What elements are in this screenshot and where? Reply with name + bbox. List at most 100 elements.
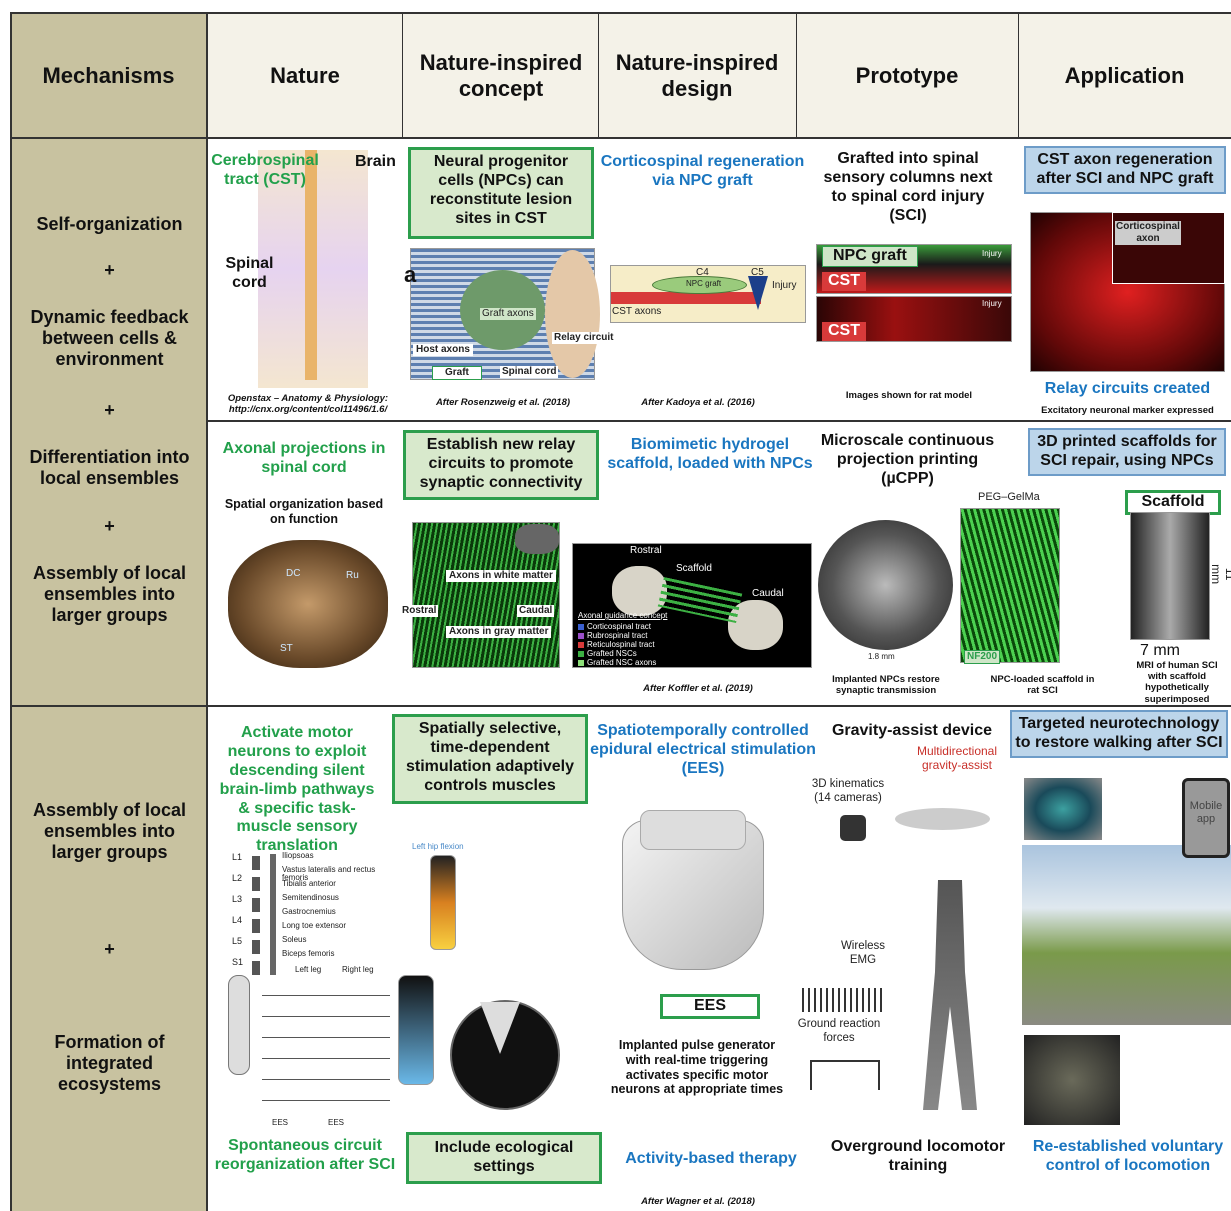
application-subtitle: Relay circuits created <box>1044 380 1211 397</box>
label: Rostral <box>630 545 662 556</box>
printed-scaffold <box>818 520 953 650</box>
level-bar <box>252 961 260 975</box>
application-box: 3D printed scaffolds for SCI repair, usi… <box>1028 428 1226 476</box>
label: Wireless EMG <box>840 940 886 966</box>
level-bar <box>252 898 260 912</box>
row-line <box>10 137 1231 139</box>
label: Caudal <box>517 605 555 617</box>
prototype-title: Gravity-assist device <box>831 722 993 739</box>
label: C4 <box>696 267 709 278</box>
design-title: Biomimetic hydrogel scaffold, loaded wit… <box>607 436 813 472</box>
mechanism: Dynamic feedback between cells & environ… <box>30 307 189 370</box>
nature-title: Cerebrospinal tract (CST) <box>211 152 319 188</box>
mechanism-column-bg <box>10 12 207 1211</box>
col-line <box>796 12 797 138</box>
muscle-label: Vastus lateralis and rectus femoris <box>282 865 376 882</box>
label: Left hip flexion <box>412 842 464 851</box>
label: Scaffold <box>676 563 712 574</box>
application-box: Targeted neurotechnology to restore walk… <box>1010 710 1228 758</box>
muscle-label: Iliopsoas <box>282 851 314 860</box>
label: Ru <box>346 570 359 581</box>
npc-ellipse <box>652 276 747 294</box>
column-header: Application <box>1064 63 1185 89</box>
plus: + <box>104 400 115 420</box>
label: Rostral <box>400 605 439 617</box>
muscle-label: Tibialis anterior <box>282 879 336 888</box>
label: NF200 <box>964 650 1001 664</box>
label: Injury <box>982 299 1002 308</box>
muscle-label: Biceps femoris <box>282 949 335 958</box>
gravity-platform <box>895 808 990 830</box>
label: Multidirectional gravity-assist <box>916 744 998 773</box>
label: Injury <box>982 249 1002 258</box>
device-photo <box>1024 1035 1120 1125</box>
muscle-label: Gastrocnemius <box>282 907 336 916</box>
label: Corticospinal axon <box>1115 221 1181 245</box>
label: Relay circuit <box>552 332 616 344</box>
label: Spinal cord <box>225 255 274 291</box>
legend-swatch <box>578 651 584 657</box>
watch-photo <box>1024 778 1102 840</box>
label: Axons in gray matter <box>446 626 552 638</box>
label: EES <box>660 994 760 1019</box>
label: CST axons <box>612 306 662 317</box>
caption: NPC-loaded scaffold in rat SCI <box>990 674 1095 697</box>
column-header: Nature <box>270 63 340 89</box>
label: PEG–GelMa <box>978 491 1040 503</box>
cst-tract <box>305 150 317 380</box>
level-label: L4 <box>232 915 243 925</box>
level-label: L5 <box>232 936 243 946</box>
label: Left leg <box>295 965 322 974</box>
label: Right leg <box>342 965 374 974</box>
level-label: L2 <box>232 873 243 883</box>
muscle-label: Soleus <box>282 935 307 944</box>
label: Mobile app <box>1189 800 1223 825</box>
border <box>10 12 1231 14</box>
caption: Images shown for rat model <box>845 390 973 401</box>
legend-title: Axonal guidance concept <box>578 611 668 620</box>
panel-letter: a <box>404 262 417 287</box>
concept-box: Neural progenitor cells (NPCs) can recon… <box>408 147 594 239</box>
hip-flexion-map <box>430 855 456 950</box>
application-box: CST axon regeneration after SCI and NPC … <box>1024 146 1226 194</box>
column-header: Nature-inspired design <box>615 50 779 101</box>
activation-map <box>398 975 434 1085</box>
design-title: Corticospinal regeneration via NPC graft <box>600 153 805 189</box>
plus: + <box>104 260 115 280</box>
header-bg <box>207 12 1231 138</box>
label: Host axons <box>413 344 473 356</box>
credit: After Kadoya et al. (2016) <box>641 397 755 408</box>
legend-label: Grafted NSCs <box>587 649 637 658</box>
scaffold-1 <box>612 566 667 616</box>
label: 1.8 mm <box>868 652 895 661</box>
hydrogel-image <box>960 508 1060 663</box>
credit: After Rosenzweig et al. (2018) <box>435 397 571 408</box>
col-line <box>206 12 208 1211</box>
electrode-array <box>228 975 250 1075</box>
label: DC <box>286 568 301 579</box>
design-footer: Activity-based therapy <box>625 1150 797 1167</box>
label: NPC graft <box>822 246 918 267</box>
label: Brain <box>355 153 396 170</box>
cord-end <box>545 250 600 378</box>
col-line <box>1018 12 1019 138</box>
column-header: Mechanisms <box>42 63 175 89</box>
walker-figure <box>923 880 977 1110</box>
emg-traces <box>262 975 390 1110</box>
label: Graft <box>432 366 482 380</box>
force-trace <box>810 1060 880 1090</box>
emg-signal <box>802 988 882 1012</box>
level-bar <box>252 919 260 933</box>
mechanism: Assembly of local ensembles into larger … <box>32 563 187 626</box>
level-label: L1 <box>232 852 243 862</box>
label: CST <box>822 272 866 291</box>
label: CST <box>822 322 866 341</box>
row-line <box>10 705 1231 707</box>
subtitle: Spatial organization based on function <box>224 497 384 526</box>
label: Caudal <box>752 588 784 599</box>
cord-icon <box>515 524 559 554</box>
concept-footer: Include ecological settings <box>406 1132 602 1184</box>
caption: Implanted NPCs restore synaptic transmis… <box>832 674 940 697</box>
muscle-label: Semitendinosus <box>282 893 339 902</box>
